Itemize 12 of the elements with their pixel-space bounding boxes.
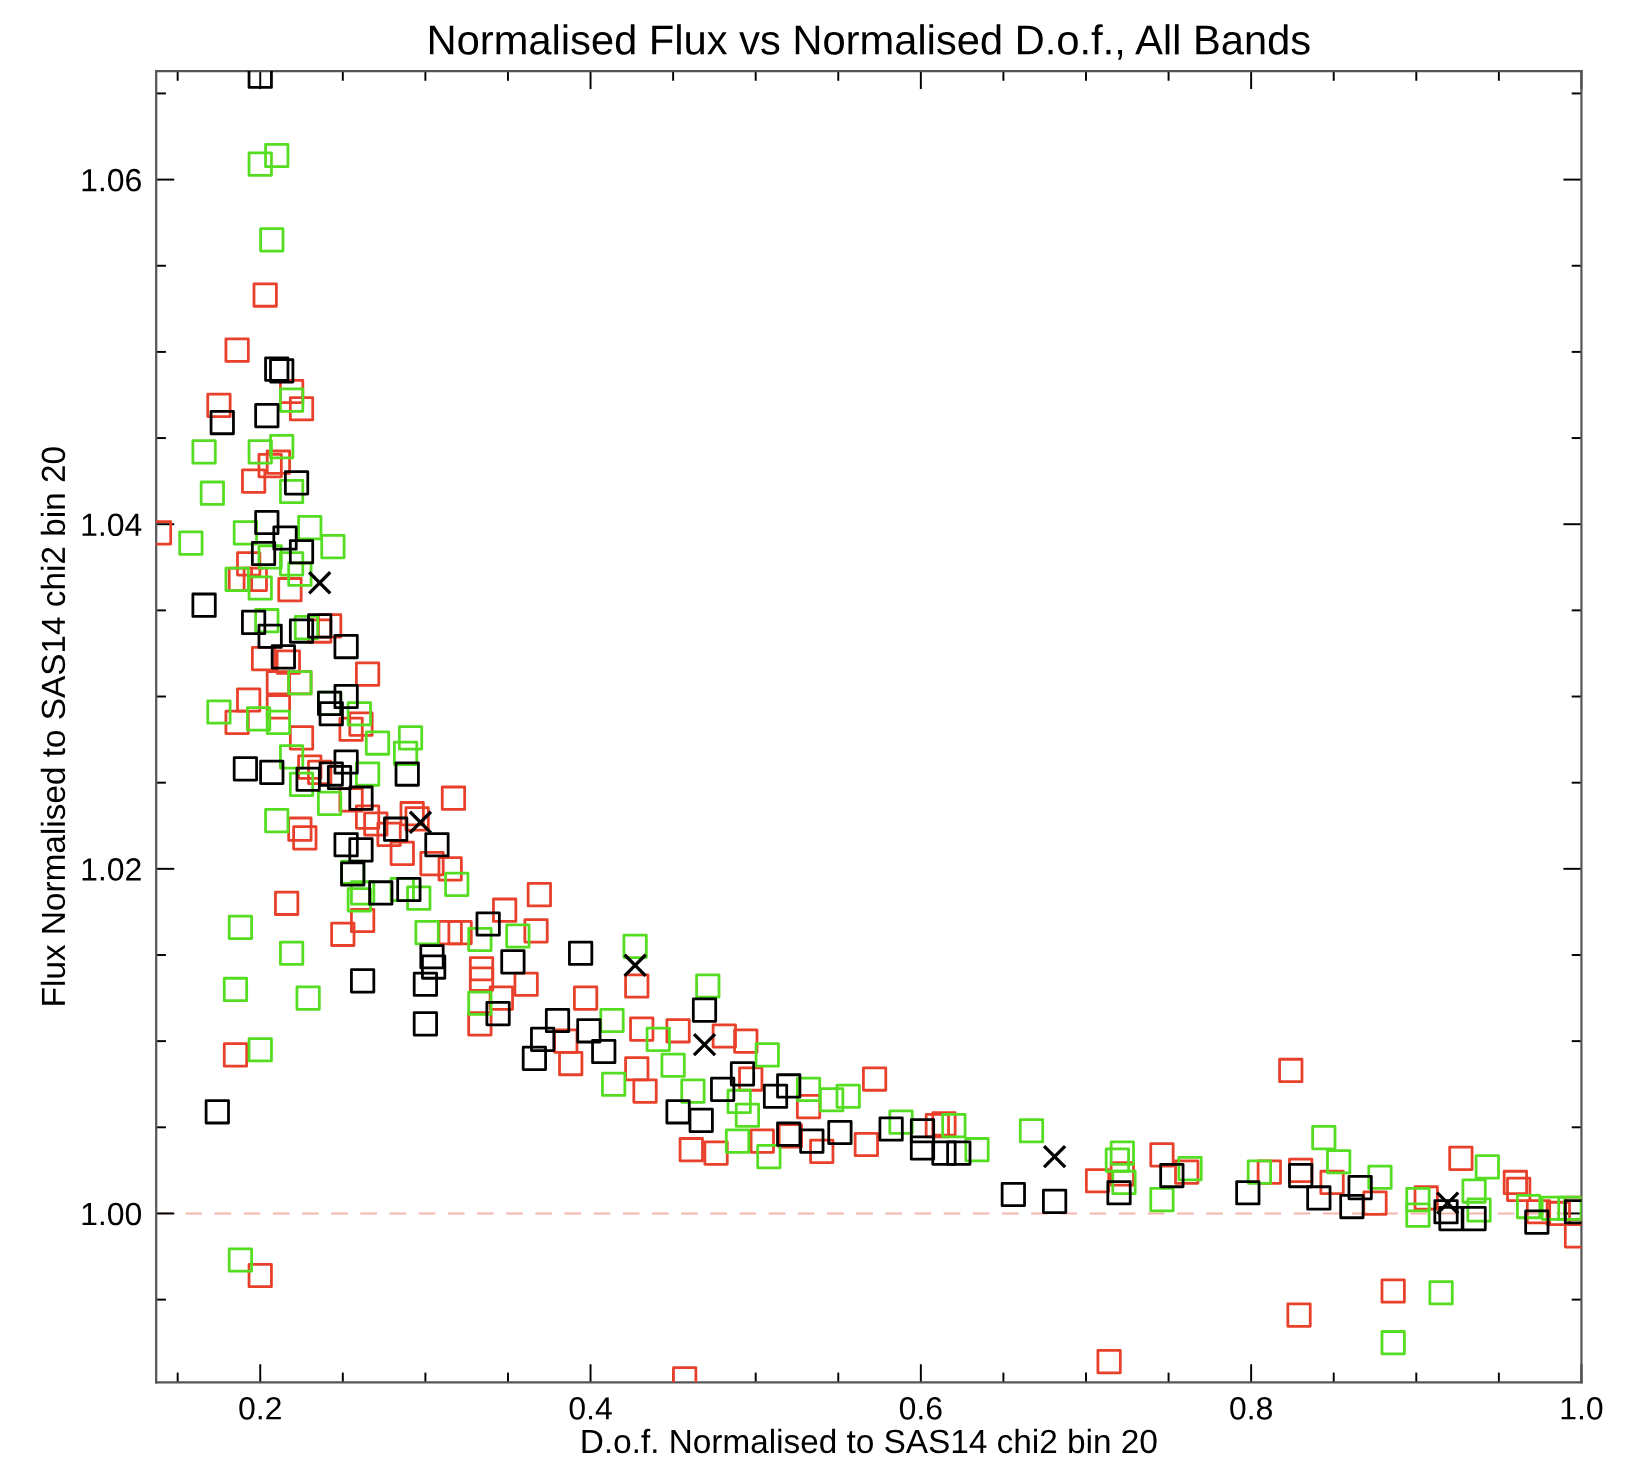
x-axis-title: D.o.f. Normalised to SAS14 chi2 bin 20: [582, 1428, 1157, 1454]
y-tick-label: 1.04: [82, 513, 142, 537]
y-axis-title: Flux Normalised to SAS14 chi2 bin 20: [40, 447, 66, 1005]
chart-title: Normalised Flux vs Normalised D.o.f., All Bands: [429, 24, 1310, 60]
x-tick-label: 0.6: [899, 1397, 942, 1420]
x-tick-label: 1.0: [1561, 1397, 1603, 1420]
x-tick-label: 0.8: [1230, 1397, 1272, 1420]
y-tick-label: 1.00: [82, 1202, 142, 1226]
y-tick-label: 1.06: [82, 168, 141, 192]
x-tick-label: 0.4: [569, 1397, 612, 1420]
x-tick-label: 0.2: [239, 1397, 281, 1420]
y-tick-label: 1.02: [82, 858, 141, 881]
